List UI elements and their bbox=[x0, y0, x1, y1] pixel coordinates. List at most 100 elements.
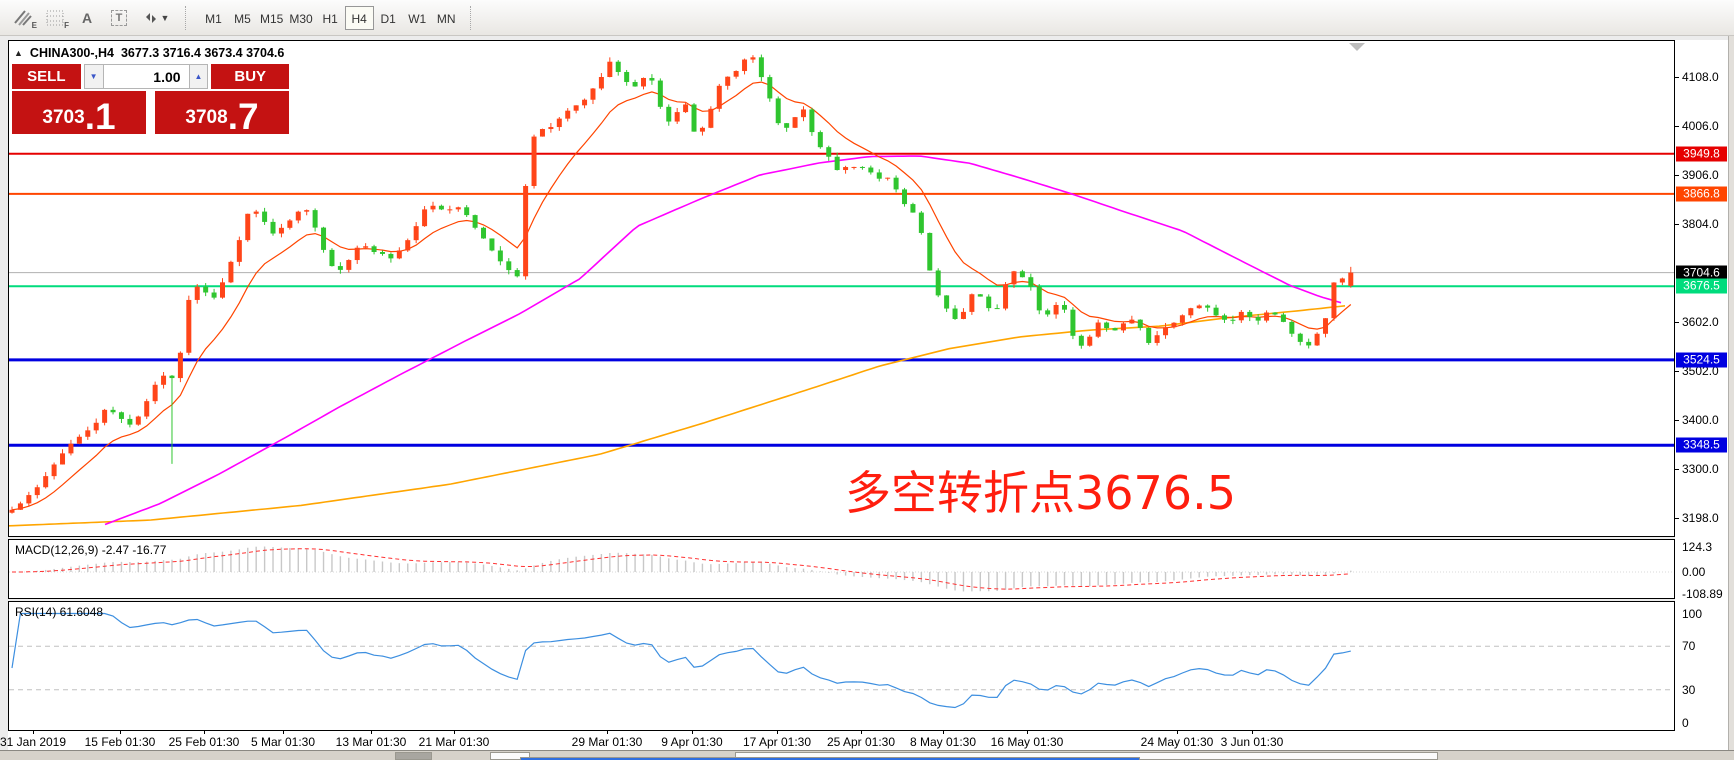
status-bar bbox=[0, 750, 1734, 760]
price-axis[interactable]: 4108.0 4006.0 3906.0 3804.0 3602.0 3502.0 3400… bbox=[1675, 40, 1728, 751]
symbol-name: CHINA300-,H4 bbox=[29, 46, 114, 60]
arrows-icon bbox=[145, 12, 156, 23]
axis-tick bbox=[1675, 370, 1679, 372]
collapse-panel-icon[interactable]: ▲ bbox=[14, 48, 23, 58]
timeframe-m5[interactable]: M5 bbox=[234, 11, 251, 26]
rsi-axis-label: 70 bbox=[1682, 639, 1696, 654]
timeframe-d1[interactable]: D1 bbox=[380, 11, 396, 26]
statusbar-segment bbox=[520, 757, 1140, 760]
time-tick-label: 13 Mar 01:30 bbox=[335, 735, 407, 749]
letter-t-icon: T bbox=[110, 9, 128, 26]
price-chart-panel[interactable]: ▲ CHINA300-,H4 3677.3 3716.4 3673.4 3704… bbox=[8, 40, 1675, 537]
rsi-label: RSI(14) 61.6048 bbox=[15, 605, 104, 619]
time-tick bbox=[861, 731, 862, 734]
time-tick-label: 21 Mar 01:30 bbox=[418, 735, 490, 749]
ask-price[interactable]: 3708.7 bbox=[155, 91, 289, 135]
price-tick-label: 3602.0 bbox=[1682, 315, 1719, 330]
grid-icon bbox=[46, 10, 64, 25]
axis-tick bbox=[1675, 77, 1679, 78]
price-tick-label: 3400.0 bbox=[1682, 413, 1719, 428]
rsi-panel[interactable]: RSI(14) 61.6048 bbox=[8, 601, 1675, 731]
time-tick bbox=[33, 731, 34, 734]
letter-a-icon: A bbox=[81, 9, 93, 26]
volume-increase-button[interactable]: ▲ bbox=[188, 64, 209, 89]
candlestick-chart bbox=[9, 54, 1674, 527]
timeframe-h1[interactable]: H1 bbox=[322, 11, 338, 26]
toolbar-separator bbox=[185, 5, 190, 30]
price-tick-label: 3300.0 bbox=[1682, 461, 1719, 476]
timeframe-h4[interactable]: H4 bbox=[344, 5, 374, 30]
spacer bbox=[80, 64, 84, 89]
macd-axis-label: -108.89 bbox=[1682, 586, 1723, 601]
icon-sub-label: F bbox=[64, 20, 69, 30]
timeframe-m30[interactable]: M30 bbox=[289, 11, 313, 26]
trade-controls: SELL ▼ ▲ BUY bbox=[12, 64, 290, 89]
bid-ask-display: 3703.1 3708.7 bbox=[12, 91, 289, 137]
bid-price[interactable]: 3703.1 bbox=[12, 91, 146, 137]
rsi-chart bbox=[9, 612, 1674, 709]
timeframe-w1[interactable]: W1 bbox=[408, 11, 427, 26]
time-tick bbox=[1177, 731, 1178, 734]
bid-price-frac: .1 bbox=[84, 95, 116, 137]
crosshair-tool-icon[interactable]: E bbox=[8, 5, 38, 31]
chart-shift-marker-icon[interactable] bbox=[1349, 43, 1365, 51]
rsi-axis-label: 100 bbox=[1682, 606, 1703, 621]
statusbar-segment bbox=[395, 752, 432, 760]
chevron-down-icon: ▼ bbox=[160, 12, 170, 23]
timeframe-m15[interactable]: M15 bbox=[260, 11, 284, 26]
price-badge: 3676.5 bbox=[1676, 278, 1727, 294]
spacer bbox=[208, 64, 212, 89]
toolbar-separator bbox=[469, 5, 475, 30]
time-tick-label: 5 Mar 01:30 bbox=[250, 735, 316, 749]
time-axis[interactable]: 31 Jan 2019 15 Feb 01:30 25 Feb 01:30 5 Mar… bbox=[0, 731, 1675, 750]
time-tick-label: 25 Apr 01:30 bbox=[826, 735, 896, 749]
time-tick-label: 3 Jun 01:30 bbox=[1220, 735, 1284, 749]
timeframe-m1[interactable]: M1 bbox=[205, 11, 222, 26]
timeframe-bar: M1 M5 M15 M30 H1 H4 D1 W1 MN bbox=[199, 5, 461, 30]
axis-tick bbox=[1675, 518, 1679, 520]
time-tick bbox=[120, 731, 121, 734]
chart-annotation-text: 多空转折点3676.5 bbox=[845, 466, 1236, 520]
volume-input[interactable] bbox=[103, 64, 189, 89]
time-tick-label: 8 May 01:30 bbox=[909, 735, 977, 749]
price-badge: 3866.8 bbox=[1676, 186, 1727, 202]
symbol-header: ▲ CHINA300-,H4 3677.3 3716.4 3673.4 3704… bbox=[12, 44, 289, 64]
buy-button[interactable]: BUY bbox=[211, 64, 290, 89]
price-tick-label: 3804.0 bbox=[1682, 217, 1719, 232]
grid-tool-icon[interactable]: F bbox=[40, 5, 70, 31]
price-badge: 3524.5 bbox=[1676, 352, 1727, 368]
time-tick bbox=[943, 731, 944, 734]
macd-label: MACD(12,26,9) -2.47 -16.77 bbox=[15, 543, 167, 557]
axis-tick bbox=[1675, 174, 1679, 176]
price-badge: 3348.5 bbox=[1676, 437, 1727, 453]
arrow-objects-tool-icon[interactable]: ▼ bbox=[136, 5, 176, 31]
text-box-tool-icon[interactable]: T bbox=[104, 5, 134, 31]
rsi-axis-label: 0 bbox=[1682, 715, 1689, 730]
window-right-edge bbox=[1728, 36, 1734, 760]
time-tick bbox=[1252, 731, 1253, 734]
price-badge: 3704.6 bbox=[1676, 265, 1727, 281]
sell-button[interactable]: SELL bbox=[12, 64, 81, 89]
volume-decrease-button[interactable]: ▼ bbox=[83, 64, 104, 89]
macd-panel[interactable]: MACD(12,26,9) -2.47 -16.77 bbox=[8, 539, 1675, 599]
price-tick-label: 3198.0 bbox=[1682, 511, 1719, 526]
timeframe-mn[interactable]: MN bbox=[436, 11, 456, 26]
axis-tick bbox=[1675, 126, 1679, 128]
hatch-icon bbox=[14, 9, 32, 26]
time-tick bbox=[607, 731, 608, 734]
icon-sub-label: E bbox=[31, 20, 37, 30]
price-tick-label: 4006.0 bbox=[1682, 119, 1719, 134]
text-label-tool-icon[interactable]: A bbox=[72, 5, 102, 31]
time-tick-label: 24 May 01:30 bbox=[1140, 735, 1214, 749]
toolbar: E F A T ▼ M1 M5 M15 M30 H1 H4 D1 W1 MN bbox=[0, 0, 1734, 36]
price-tick-label: 3906.0 bbox=[1682, 167, 1719, 182]
price-badge: 3949.8 bbox=[1676, 146, 1727, 162]
axis-tick bbox=[1675, 224, 1679, 226]
ohlc-values: 3677.3 3716.4 3673.4 3704.6 bbox=[120, 46, 285, 60]
axis-tick bbox=[1675, 420, 1679, 422]
time-tick-label: 29 Mar 01:30 bbox=[571, 735, 643, 749]
time-tick-label: 17 Apr 01:30 bbox=[742, 735, 812, 749]
time-tick bbox=[1027, 731, 1028, 734]
time-tick bbox=[777, 731, 778, 734]
price-tick-label: 4108.0 bbox=[1682, 70, 1719, 84]
